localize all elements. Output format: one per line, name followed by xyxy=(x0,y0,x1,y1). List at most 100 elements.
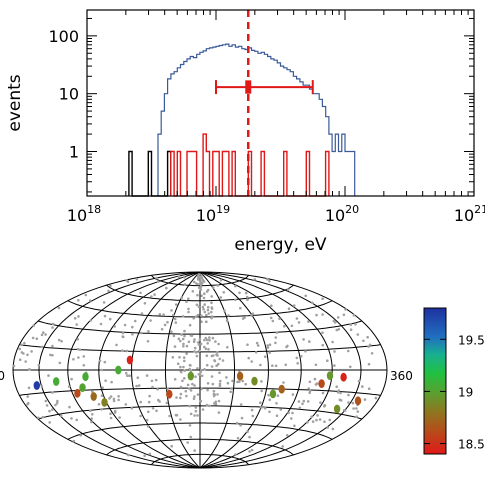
background-point xyxy=(139,331,143,335)
background-point xyxy=(274,341,277,345)
background-point xyxy=(275,331,279,334)
background-point xyxy=(70,417,73,420)
background-point xyxy=(194,406,198,409)
background-point xyxy=(192,397,196,401)
background-point xyxy=(234,453,237,456)
background-point xyxy=(332,319,336,323)
background-point xyxy=(245,295,249,299)
background-point xyxy=(254,351,258,354)
background-point xyxy=(206,382,210,385)
background-point xyxy=(263,406,267,410)
background-point xyxy=(333,350,336,353)
background-point xyxy=(321,331,324,335)
background-point xyxy=(149,319,152,322)
background-point xyxy=(82,364,86,367)
background-point xyxy=(290,417,293,420)
background-point xyxy=(278,317,281,321)
background-point xyxy=(170,330,173,334)
background-point xyxy=(177,275,181,279)
background-point xyxy=(102,301,106,304)
flux-marker xyxy=(215,80,314,95)
background-point xyxy=(198,373,202,376)
background-point xyxy=(196,293,199,297)
histogram-series-1 xyxy=(128,150,172,197)
background-point xyxy=(191,290,195,293)
background-point xyxy=(250,408,254,412)
background-point xyxy=(197,305,201,309)
background-point xyxy=(148,394,151,398)
background-point xyxy=(157,280,160,283)
background-point xyxy=(326,426,330,429)
background-point xyxy=(207,312,210,315)
background-point xyxy=(271,319,275,323)
background-point xyxy=(179,365,182,369)
background-point xyxy=(196,414,199,417)
background-point xyxy=(319,401,322,404)
background-point xyxy=(182,365,185,369)
background-point xyxy=(195,303,199,307)
background-point xyxy=(274,364,278,368)
background-point xyxy=(210,310,213,314)
background-point xyxy=(139,291,142,295)
background-point xyxy=(355,415,359,419)
background-point xyxy=(89,409,92,413)
background-point xyxy=(279,408,283,411)
background-point xyxy=(51,391,54,394)
y-tick-label: 1 xyxy=(69,143,79,162)
background-point xyxy=(199,399,203,403)
background-point xyxy=(101,386,104,390)
y-tick-labels: 1 10 100 xyxy=(48,27,79,162)
event-marker xyxy=(278,384,285,394)
background-point xyxy=(37,416,40,420)
background-point xyxy=(210,301,213,305)
background-point xyxy=(363,398,367,401)
background-point xyxy=(180,296,184,299)
background-point xyxy=(89,299,92,302)
background-point xyxy=(328,418,332,422)
background-point xyxy=(183,283,187,286)
background-point xyxy=(368,343,372,347)
background-point xyxy=(189,364,192,367)
background-point xyxy=(212,392,216,396)
background-point xyxy=(153,293,156,296)
event-marker xyxy=(74,388,81,398)
background-point xyxy=(200,294,203,298)
background-point xyxy=(193,338,196,341)
background-point xyxy=(193,346,197,350)
event-marker xyxy=(126,355,134,365)
background-point xyxy=(218,357,221,361)
background-point xyxy=(218,371,221,375)
background-point xyxy=(226,346,229,349)
background-point xyxy=(109,416,113,420)
background-point xyxy=(286,288,290,291)
background-point xyxy=(310,415,313,419)
background-point xyxy=(191,382,194,386)
map-left-label: 0 xyxy=(0,369,5,383)
background-point xyxy=(188,404,191,408)
background-point xyxy=(154,378,158,382)
background-point xyxy=(35,337,39,341)
background-point xyxy=(174,303,178,306)
y-tick-label: 100 xyxy=(48,27,79,46)
background-point xyxy=(307,320,310,323)
background-point xyxy=(147,330,150,333)
background-point xyxy=(238,291,241,295)
background-point xyxy=(367,362,371,366)
background-point xyxy=(100,394,104,398)
background-point xyxy=(227,314,230,317)
background-point xyxy=(136,376,140,380)
event-marker xyxy=(101,398,108,407)
parallel xyxy=(151,453,249,465)
background-point xyxy=(183,377,186,380)
background-point xyxy=(311,301,314,305)
background-point xyxy=(171,356,175,359)
background-point xyxy=(313,377,317,381)
background-point xyxy=(59,414,63,418)
background-point xyxy=(201,305,205,309)
background-point xyxy=(291,393,295,396)
background-point xyxy=(175,396,178,399)
background-point xyxy=(297,321,301,324)
background-point xyxy=(200,387,203,391)
background-point xyxy=(256,344,260,347)
